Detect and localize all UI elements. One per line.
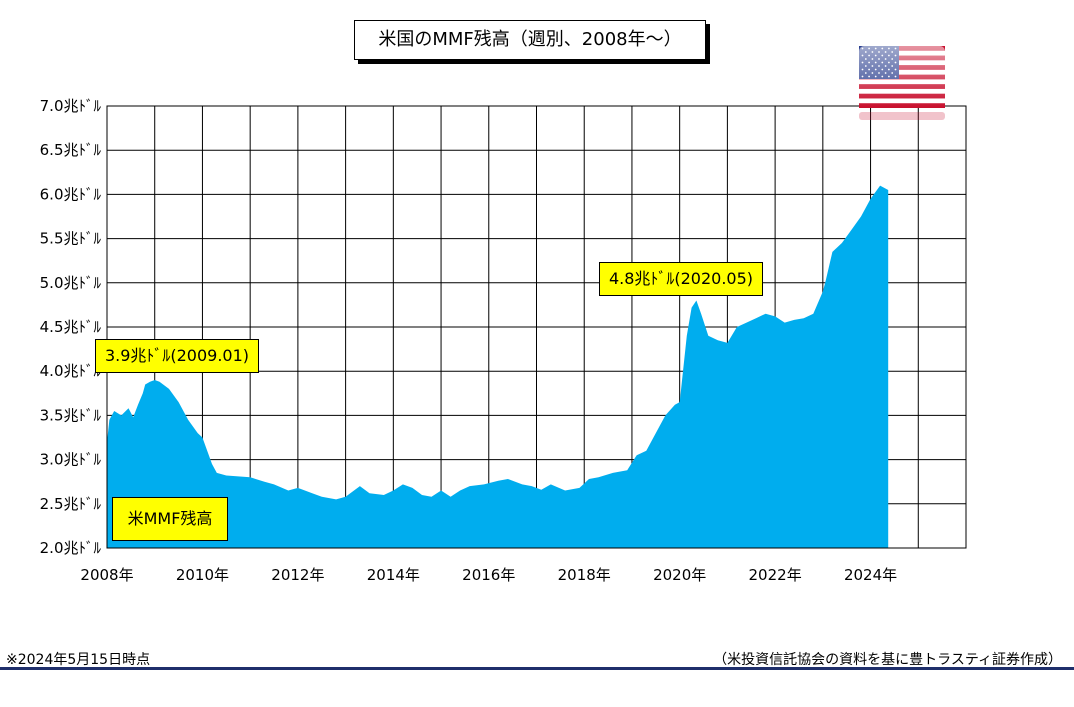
y-tick-label: 3.5兆ﾄﾞﾙ (40, 406, 102, 424)
annotation-2020-peak: 4.8兆ﾄﾞﾙ(2020.05) (599, 262, 763, 296)
y-tick-label: 5.5兆ﾄﾞﾙ (40, 230, 102, 248)
footnote-source: （米投資信託協会の資料を基に豊トラスティ証券作成） (713, 652, 1062, 668)
y-tick-label: 5.0兆ﾄﾞﾙ (40, 274, 102, 292)
y-tick-label: 7.0兆ﾄﾞﾙ (40, 97, 102, 115)
x-tick-label: 2016年 (462, 566, 515, 584)
us-flag-icon (859, 46, 945, 120)
y-tick-label: 4.0兆ﾄﾞﾙ (40, 362, 102, 380)
plot-border (106, 105, 967, 549)
x-tick-labels: 2008年 2010年 2012年 2014年 2016年 2018年 2020年 2022年… (80, 566, 897, 584)
y-tick-label: 6.5兆ﾄﾞﾙ (40, 141, 102, 159)
footnote-date: ※2024年5月15日時点 (6, 652, 151, 668)
x-tick-label: 2024年 (844, 566, 897, 584)
legend-entry: 米MMF残高 (112, 497, 228, 541)
x-tick-label: 2018年 (558, 566, 611, 584)
y-tick-label: 2.5兆ﾄﾞﾙ (40, 495, 102, 513)
x-tick-label: 2010年 (176, 566, 229, 584)
x-tick-label: 2014年 (367, 566, 420, 584)
y-tick-label: 6.0兆ﾄﾞﾙ (40, 185, 102, 203)
chart-title: 米国のMMF残高（週別、2008年～） (354, 20, 706, 60)
x-tick-label: 2022年 (749, 566, 802, 584)
x-tick-label: 2012年 (271, 566, 324, 584)
series-area (107, 185, 889, 548)
y-tick-label: 3.0兆ﾄﾞﾙ (40, 451, 102, 469)
y-tick-labels: 2.0兆ﾄﾞﾙ 2.5兆ﾄﾞﾙ 3.0兆ﾄﾞﾙ 3.5兆ﾄﾞﾙ 4.0兆ﾄﾞﾙ 4.5兆ﾄ… (40, 97, 102, 557)
x-tick-label: 2020年 (653, 566, 706, 584)
x-tick-label: 2008年 (80, 566, 133, 584)
annotation-2009-peak: 3.9兆ﾄﾞﾙ(2009.01) (95, 339, 259, 373)
y-tick-label: 2.0兆ﾄﾞﾙ (40, 539, 102, 557)
y-tick-label: 4.5兆ﾄﾞﾙ (40, 318, 102, 336)
bottom-rule (0, 667, 1074, 670)
